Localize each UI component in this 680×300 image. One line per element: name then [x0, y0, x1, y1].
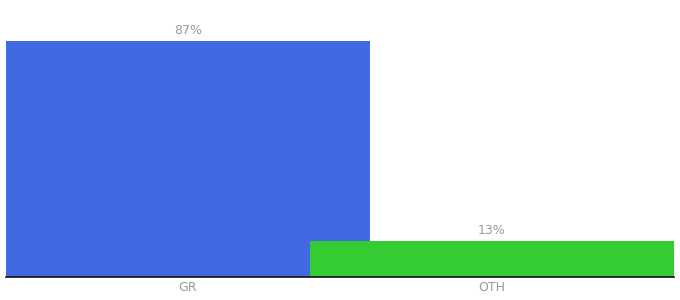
Bar — [309, 241, 675, 277]
Text: 13%: 13% — [478, 224, 506, 237]
Bar — [5, 41, 371, 277]
Text: 87%: 87% — [174, 24, 202, 37]
